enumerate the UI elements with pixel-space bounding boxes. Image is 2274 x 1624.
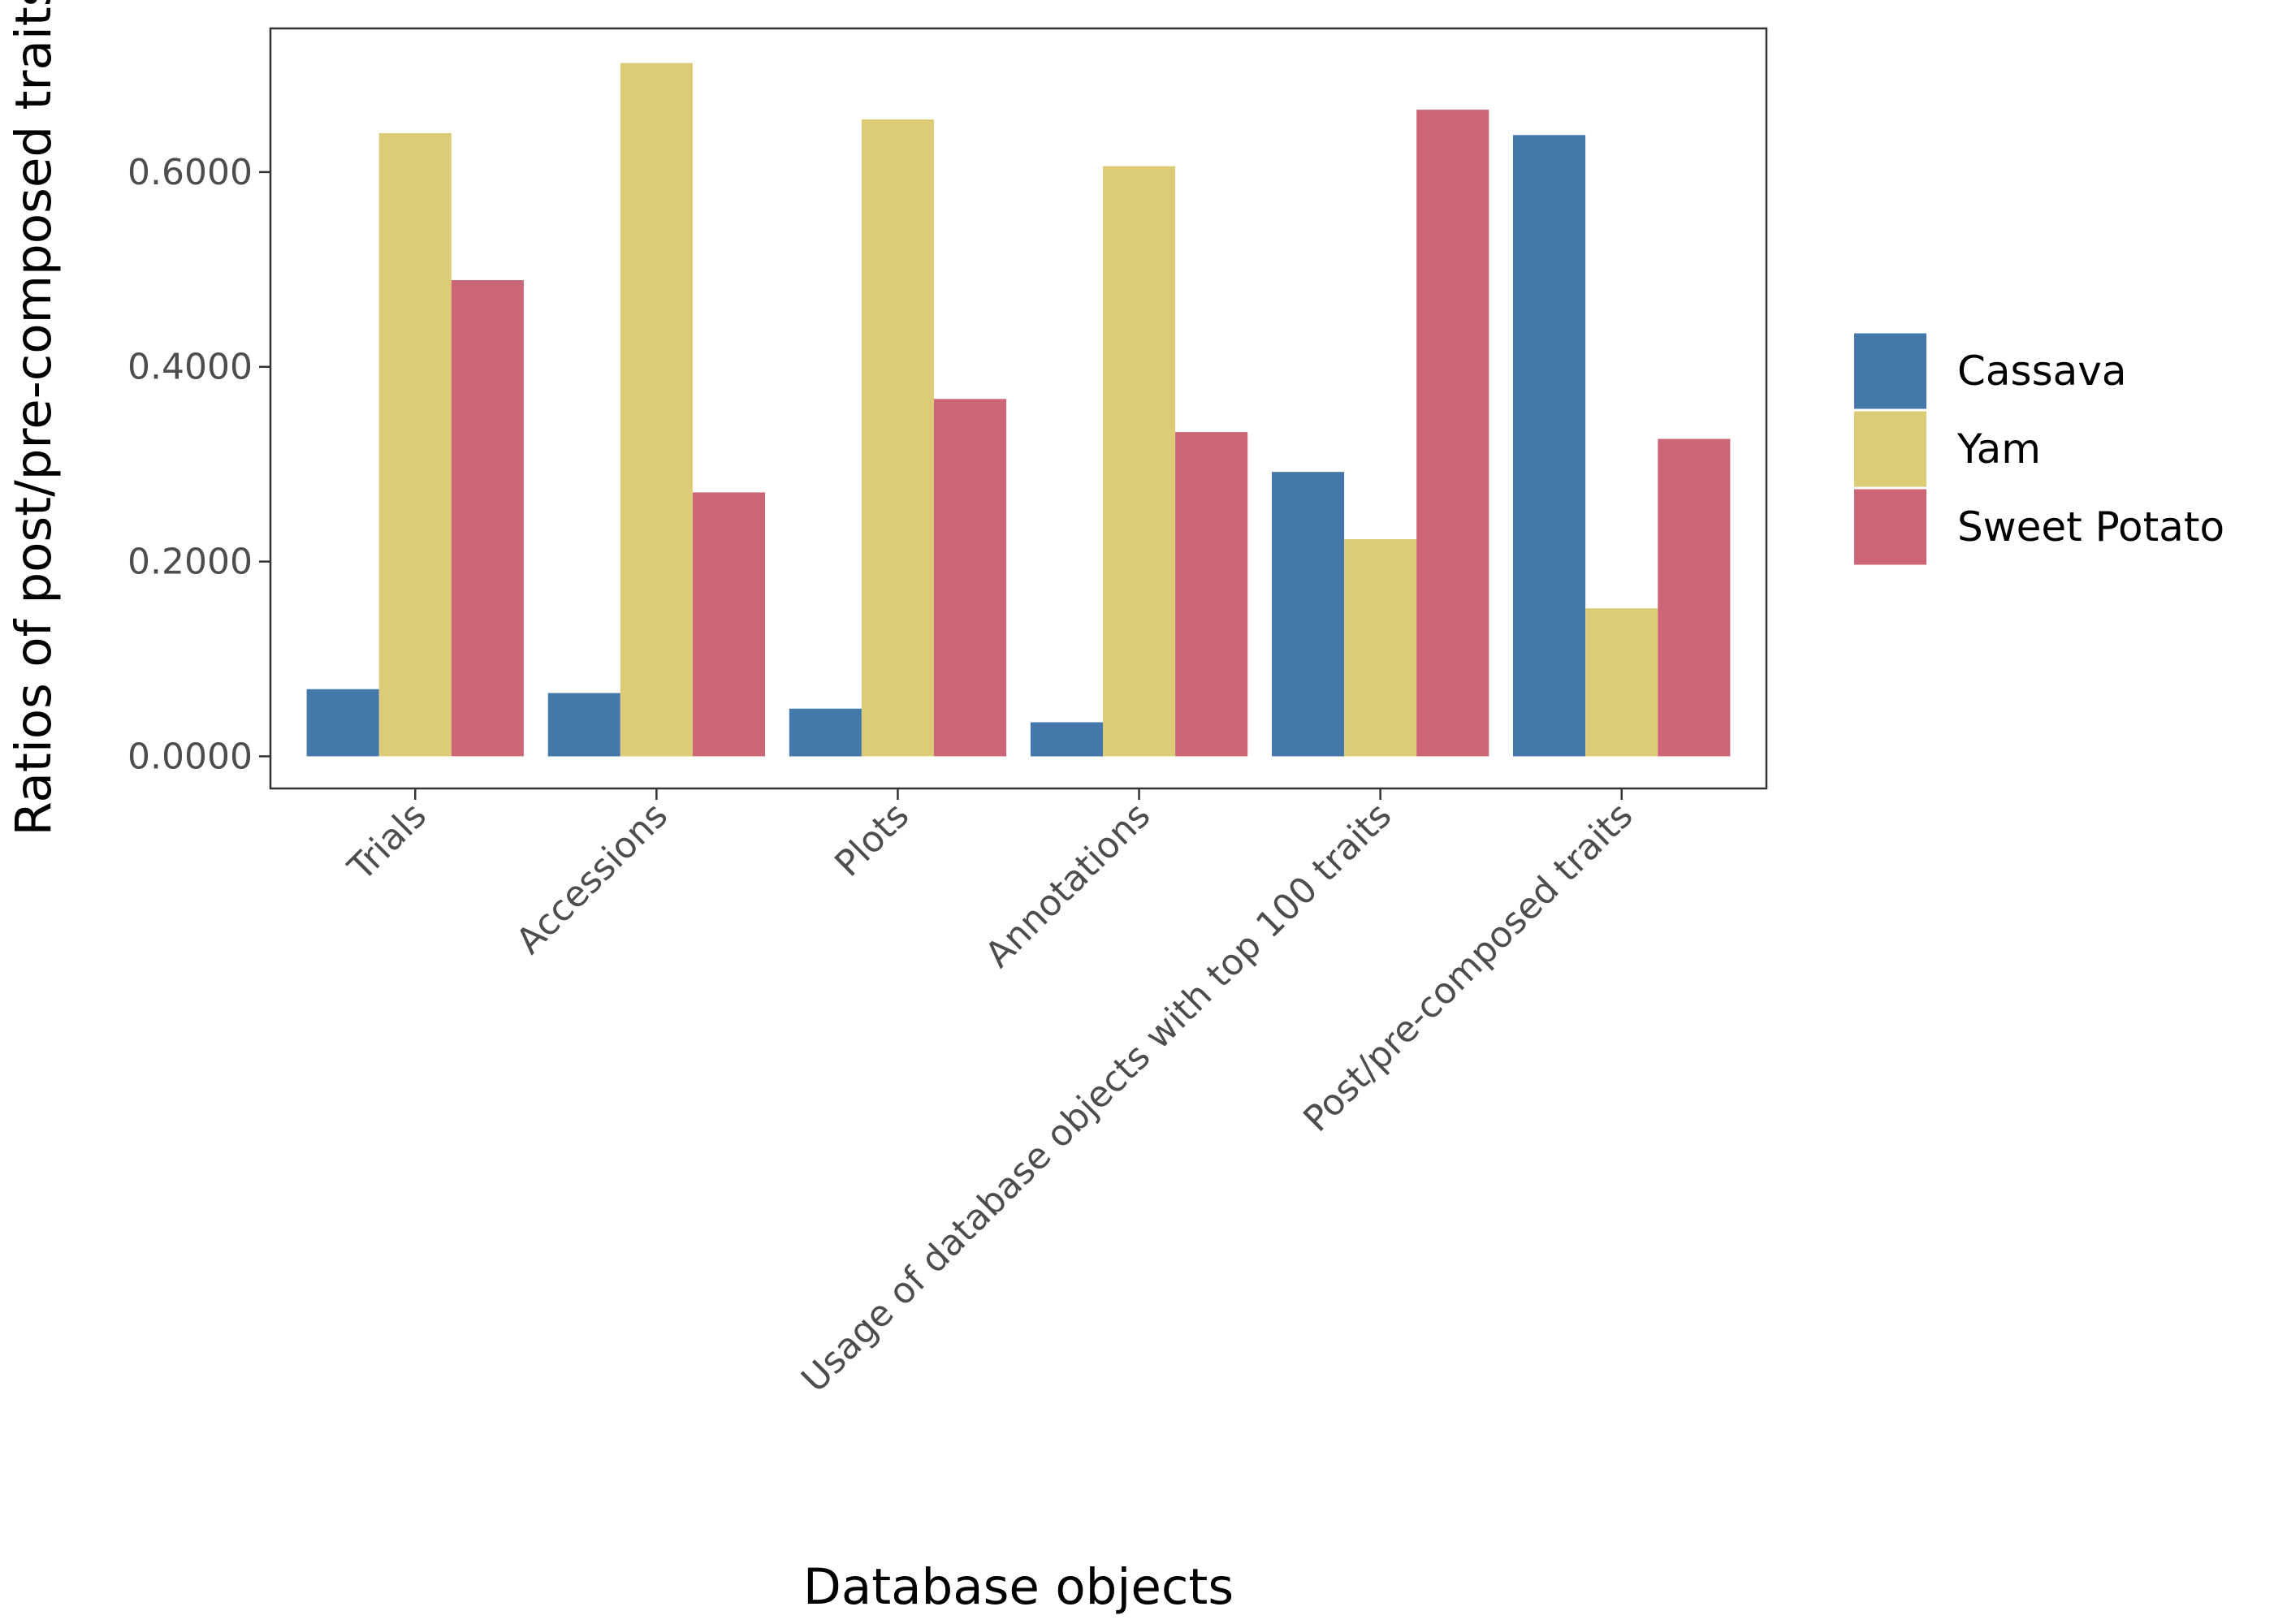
legend-label-yam: Yam xyxy=(1956,425,2041,473)
x-tick-label: Plots xyxy=(827,795,917,885)
x-axis-title: Database objects xyxy=(803,1558,1234,1616)
plot-panel-border xyxy=(269,27,1768,790)
y-tick-label: 0.0000 xyxy=(128,736,253,777)
y-axis: 0.0000 0.2000 0.4000 0.6000 xyxy=(128,152,270,777)
bar-cassava-1 xyxy=(306,689,379,757)
bar-sweet-potato-6 xyxy=(1658,438,1731,757)
bar-yam-3 xyxy=(861,119,934,757)
bar-cassava-3 xyxy=(789,708,862,757)
bar-cassava-5 xyxy=(1272,472,1345,757)
bar-sweet-potato-1 xyxy=(451,280,524,757)
x-tick-label: Accessions xyxy=(508,795,676,962)
legend-label-cassava: Cassava xyxy=(1957,348,2127,395)
bar-sweet-potato-5 xyxy=(1416,110,1489,757)
x-tick-label: Annotations xyxy=(977,795,1158,976)
legend-label-sweet-potato: Sweet Potato xyxy=(1957,503,2224,551)
bar-yam-2 xyxy=(620,63,693,757)
x-tick-label: Trials xyxy=(339,795,434,890)
bar-yam-4 xyxy=(1103,166,1176,757)
bar-yam-6 xyxy=(1585,608,1658,757)
bar-cassava-6 xyxy=(1513,135,1586,757)
y-tick-label: 0.6000 xyxy=(128,152,253,193)
bar-cassava-4 xyxy=(1030,722,1103,757)
legend-key-sweet-potato xyxy=(1854,489,1926,565)
bar-sweet-potato-3 xyxy=(934,399,1007,757)
bar-sweet-potato-2 xyxy=(692,492,765,757)
y-tick-label: 0.2000 xyxy=(128,542,253,583)
bar-yam-5 xyxy=(1344,539,1417,757)
y-tick-label: 0.4000 xyxy=(128,347,253,388)
legend-key-yam xyxy=(1854,411,1926,487)
bars-layer xyxy=(306,63,1731,757)
bar-yam-1 xyxy=(378,132,452,757)
bar-sweet-potato-4 xyxy=(1175,432,1248,757)
y-axis-title: Ratios of post/pre-composed traits xyxy=(5,0,63,836)
legend: Cassava Yam Sweet Potato xyxy=(1854,333,2224,565)
bar-cassava-2 xyxy=(547,693,620,757)
legend-key-cassava xyxy=(1854,333,1926,409)
